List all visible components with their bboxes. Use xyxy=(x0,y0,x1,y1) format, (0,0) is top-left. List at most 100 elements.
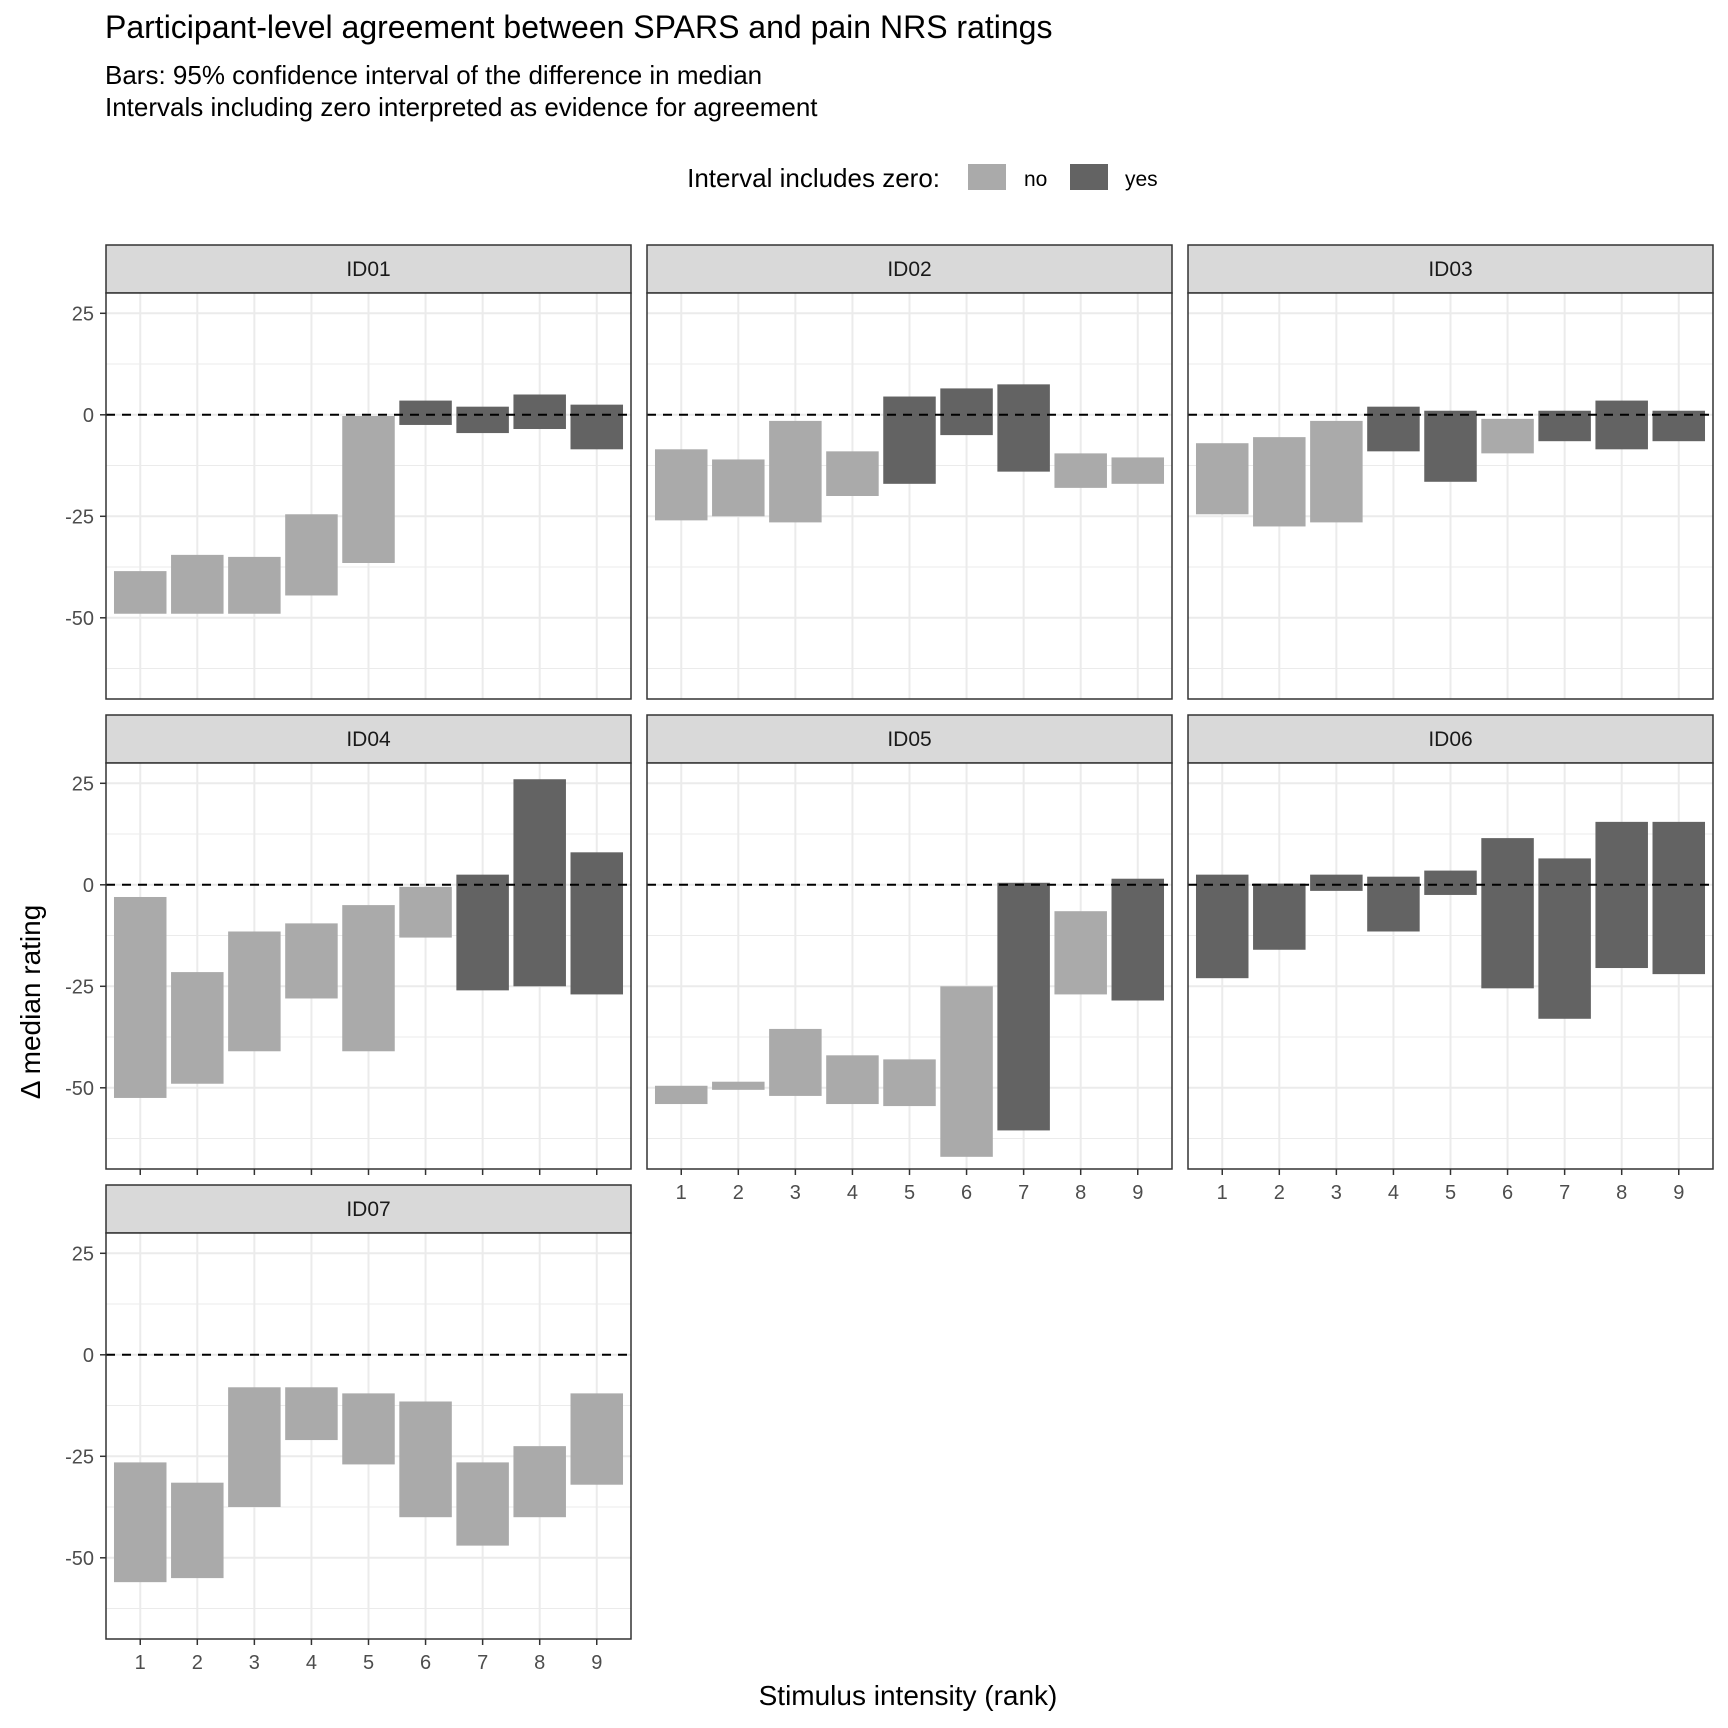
panel-border xyxy=(105,292,632,700)
panel-title: ID03 xyxy=(1428,258,1472,281)
x-tick-label: 8 xyxy=(1075,1182,1086,1204)
ci-bar-id02-2 xyxy=(712,459,765,517)
y-tick-label: -50 xyxy=(65,608,94,630)
x-tick-label: 8 xyxy=(1616,1182,1627,1204)
ci-bar-id07-5 xyxy=(342,1393,395,1465)
ci-bar-id06-6 xyxy=(1481,838,1534,989)
chart-subtitle-line2: Intervals including zero interpreted as … xyxy=(105,92,818,122)
ci-bar-id01-2 xyxy=(171,554,224,614)
ci-bar-id01-1 xyxy=(113,571,167,614)
ci-bar-id02-4 xyxy=(826,451,879,496)
ci-bar-id07-2 xyxy=(171,1482,224,1579)
ci-bar-id07-4 xyxy=(285,1387,338,1441)
ci-bar-id03-5 xyxy=(1424,410,1477,482)
ci-bar-id05-4 xyxy=(826,1055,879,1105)
y-tick-label: 0 xyxy=(83,875,94,897)
panel-strip xyxy=(1187,714,1714,764)
x-tick-label: 1 xyxy=(676,1182,687,1204)
ci-bar-id04-3 xyxy=(228,931,281,1052)
x-tick-label: 9 xyxy=(1132,1182,1143,1204)
panel-id06: ID06 1 2 3 4 5 6 7 8 9 xyxy=(1187,714,1714,1204)
ci-bar-id04-6 xyxy=(399,886,452,938)
ci-bar-id01-6 xyxy=(399,400,452,425)
panel-title: ID04 xyxy=(346,728,391,751)
ci-bar-id06-7 xyxy=(1538,858,1591,1019)
x-tick-label: 1 xyxy=(1217,1182,1228,1204)
x-tick-label: 9 xyxy=(591,1652,602,1674)
y-tick-label: -50 xyxy=(65,1548,94,1570)
ci-bar-id03-6 xyxy=(1481,418,1534,454)
y-tick-label: 25 xyxy=(72,303,94,325)
ci-bar-id04-1 xyxy=(113,896,167,1098)
x-axis-label: Stimulus intensity (rank) xyxy=(759,1680,1058,1711)
y-tick-label: 0 xyxy=(83,405,94,427)
panel-strip xyxy=(646,714,1173,764)
x-tick-label: 7 xyxy=(1018,1182,1029,1204)
ci-bar-id02-3 xyxy=(769,420,822,523)
panel-id01: ID01 25 0 -25 -50 xyxy=(65,244,632,700)
x-tick-label: 9 xyxy=(1673,1182,1684,1204)
x-tick-label: 3 xyxy=(790,1182,801,1204)
chart-subtitle-line1: Bars: 95% confidence interval of the dif… xyxy=(105,60,762,90)
ci-bar-id02-9 xyxy=(1111,457,1165,484)
panel-strip xyxy=(105,244,632,294)
y-tick-label: -50 xyxy=(65,1078,94,1100)
y-tick-label: 25 xyxy=(72,773,94,795)
x-tick-label: 5 xyxy=(904,1182,915,1204)
ci-bar-id07-7 xyxy=(456,1462,509,1546)
panel-strip xyxy=(105,714,632,764)
x-tick-label: 2 xyxy=(1274,1182,1285,1204)
ci-bar-id04-4 xyxy=(285,923,338,999)
ci-bar-id06-4 xyxy=(1367,876,1420,932)
ci-bar-id04-2 xyxy=(171,972,224,1084)
panel-title: ID05 xyxy=(887,728,931,751)
ci-bar-id03-2 xyxy=(1253,437,1306,527)
x-tick-label: 4 xyxy=(1388,1182,1399,1204)
ci-bar-id04-5 xyxy=(342,905,395,1052)
y-tick-label: -25 xyxy=(65,506,94,528)
panel-title: ID07 xyxy=(346,1198,390,1221)
ci-bar-id03-9 xyxy=(1652,410,1706,442)
ci-bar-id05-5 xyxy=(883,1059,936,1107)
legend-title: Interval includes zero: xyxy=(687,163,940,193)
ci-bar-id05-9 xyxy=(1111,878,1165,1001)
panel-id03: ID03 xyxy=(1187,244,1714,700)
ci-bar-id01-7 xyxy=(456,406,509,434)
x-tick-label: 5 xyxy=(363,1652,374,1674)
ci-bar-id03-4 xyxy=(1367,406,1420,452)
ci-bar-id05-7 xyxy=(997,882,1050,1131)
ci-bar-id03-8 xyxy=(1595,400,1648,450)
ci-bar-id05-3 xyxy=(769,1028,822,1096)
ci-bar-id06-3 xyxy=(1310,874,1363,891)
panel-title: ID02 xyxy=(887,258,931,281)
x-tick-label: 1 xyxy=(135,1652,146,1674)
legend-swatch-yes xyxy=(1070,164,1108,190)
y-tick-label: 25 xyxy=(72,1243,94,1265)
x-tick-label: 2 xyxy=(192,1652,203,1674)
x-tick-label: 3 xyxy=(1331,1182,1342,1204)
ci-bar-id02-5 xyxy=(883,396,936,484)
panel-border xyxy=(1187,292,1714,700)
legend-label-yes: yes xyxy=(1125,168,1158,191)
ci-bar-id03-3 xyxy=(1310,420,1363,523)
ci-bar-id02-8 xyxy=(1054,453,1107,488)
y-tick-label: -25 xyxy=(65,976,94,998)
x-tick-label: 6 xyxy=(420,1652,431,1674)
x-tick-label: 6 xyxy=(961,1182,972,1204)
ci-bar-id07-3 xyxy=(228,1387,281,1508)
panel-id07: ID07 25 0 -25 -50 1 2 3 4 5 6 7 8 9 xyxy=(65,1184,632,1674)
ci-bar-id01-5 xyxy=(342,416,395,563)
chart-title: Participant-level agreement between SPAR… xyxy=(105,9,1052,45)
ci-bar-id07-6 xyxy=(399,1401,452,1518)
ci-bar-id03-1 xyxy=(1195,443,1249,515)
y-axis-label: Δ median rating xyxy=(15,905,46,1100)
x-tick-label: 7 xyxy=(477,1652,488,1674)
x-tick-label: 3 xyxy=(249,1652,260,1674)
ci-bar-id04-8 xyxy=(513,779,566,987)
x-tick-label: 2 xyxy=(733,1182,744,1204)
x-tick-label: 7 xyxy=(1559,1182,1570,1204)
panel-id02: ID02 xyxy=(646,244,1173,700)
x-tick-label: 4 xyxy=(306,1652,317,1674)
panel-border xyxy=(646,292,1173,700)
